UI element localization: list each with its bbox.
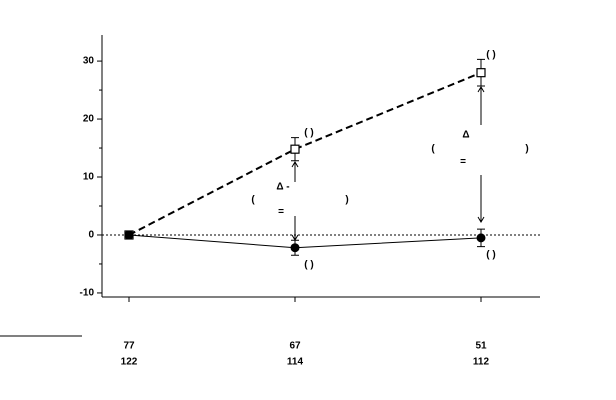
- n-value: 51: [475, 341, 487, 352]
- y-tick-label: 0: [88, 230, 94, 241]
- annotation: ( ): [304, 128, 313, 139]
- annotation: ( ): [304, 260, 313, 271]
- y-tick-label: 30: [83, 56, 95, 67]
- annotation: ( ): [486, 50, 495, 61]
- annotation: =: [460, 157, 466, 168]
- annotation: (: [251, 195, 255, 206]
- annotation: (: [431, 144, 435, 155]
- annotation: Δ: [462, 130, 469, 141]
- marker: [476, 233, 486, 243]
- series-line: [128, 234, 482, 249]
- annotation: Δ -: [276, 182, 289, 193]
- annotation: ): [345, 195, 348, 206]
- arrow-head: [477, 86, 485, 93]
- n-value: 67: [289, 341, 301, 352]
- marker: [290, 243, 300, 253]
- arrow-head: [291, 161, 299, 168]
- annotation: ): [525, 144, 528, 155]
- annotation: =: [278, 207, 284, 218]
- n-value: 77: [123, 341, 135, 352]
- marker: [290, 144, 300, 154]
- y-tick-label: -10: [80, 288, 95, 299]
- marker: [476, 68, 486, 78]
- n-value: 114: [287, 357, 304, 368]
- series-line: [128, 71, 482, 236]
- marker: [124, 230, 134, 240]
- arrow-head: [477, 216, 485, 223]
- n-value: 122: [121, 357, 138, 368]
- annotation: ( ): [486, 250, 495, 261]
- y-tick-label: 10: [83, 172, 95, 183]
- y-tick-label: 20: [83, 114, 95, 125]
- n-value: 112: [473, 357, 490, 368]
